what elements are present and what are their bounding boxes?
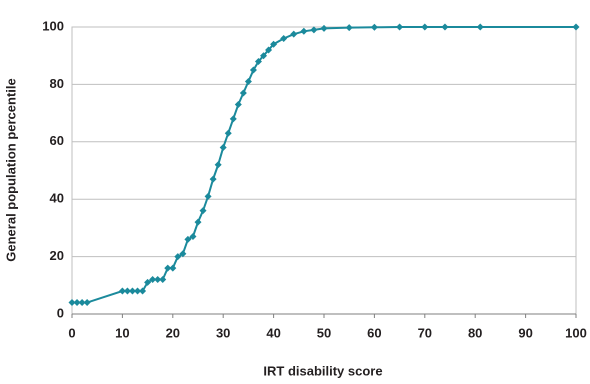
data-point bbox=[199, 207, 207, 215]
x-tick-label: 10 bbox=[115, 325, 129, 340]
data-point bbox=[128, 287, 136, 295]
data-point bbox=[73, 299, 81, 307]
data-point bbox=[118, 287, 126, 295]
y-tick-label: 0 bbox=[57, 305, 64, 320]
y-tick-label: 20 bbox=[50, 248, 64, 263]
data-point bbox=[345, 24, 353, 32]
x-tick-label: 60 bbox=[367, 325, 381, 340]
data-point bbox=[265, 46, 273, 54]
data-point bbox=[189, 233, 197, 241]
data-point bbox=[68, 299, 76, 307]
x-tick-label: 80 bbox=[468, 325, 482, 340]
x-tick-label: 50 bbox=[317, 325, 331, 340]
y-tick-label: 100 bbox=[42, 18, 64, 33]
y-tick-label: 40 bbox=[50, 191, 64, 206]
data-point bbox=[290, 30, 298, 38]
data-point bbox=[174, 253, 182, 261]
data-point bbox=[280, 34, 288, 42]
data-point bbox=[169, 264, 177, 272]
data-point bbox=[78, 299, 86, 307]
data-point bbox=[123, 287, 131, 295]
x-tick-label: 70 bbox=[418, 325, 432, 340]
data-point bbox=[134, 287, 142, 295]
y-tick-label: 60 bbox=[50, 133, 64, 148]
series-line bbox=[72, 26, 576, 304]
data-point bbox=[441, 23, 449, 31]
x-tick-label: 90 bbox=[518, 325, 532, 340]
data-point bbox=[139, 287, 147, 295]
data-point bbox=[179, 250, 187, 258]
data-point bbox=[83, 299, 91, 307]
x-tick-label: 20 bbox=[166, 325, 180, 340]
data-point bbox=[214, 161, 222, 169]
data-point bbox=[244, 78, 252, 86]
x-tick-label: 40 bbox=[266, 325, 280, 340]
data-point bbox=[234, 100, 242, 108]
data-point bbox=[204, 192, 212, 200]
x-axis-label: IRT disability score bbox=[263, 363, 382, 378]
data-point bbox=[270, 40, 278, 48]
x-tick-label: 100 bbox=[565, 325, 587, 340]
data-point bbox=[300, 27, 308, 35]
data-point bbox=[421, 23, 429, 31]
x-tick-label: 30 bbox=[216, 325, 230, 340]
data-point bbox=[194, 218, 202, 226]
data-point bbox=[149, 276, 157, 284]
data-point bbox=[224, 129, 232, 137]
y-axis-label: General population percentile bbox=[3, 78, 18, 261]
data-point bbox=[396, 23, 404, 31]
data-point bbox=[476, 23, 484, 31]
data-point bbox=[164, 264, 172, 272]
data-point bbox=[249, 66, 257, 74]
data-point bbox=[370, 23, 378, 31]
x-tick-label: 0 bbox=[68, 325, 75, 340]
data-point bbox=[310, 26, 318, 34]
data-point bbox=[254, 57, 262, 65]
data-point bbox=[239, 89, 247, 97]
data-point bbox=[260, 52, 268, 60]
data-point bbox=[184, 235, 192, 243]
plot-area bbox=[71, 26, 577, 315]
data-point bbox=[144, 278, 152, 286]
data-point bbox=[219, 144, 227, 152]
data-point bbox=[159, 276, 167, 284]
data-point bbox=[320, 24, 328, 32]
data-point bbox=[572, 23, 580, 31]
data-point bbox=[209, 175, 217, 183]
y-tick-label: 80 bbox=[50, 76, 64, 91]
data-point bbox=[154, 276, 162, 284]
data-point bbox=[229, 115, 237, 123]
